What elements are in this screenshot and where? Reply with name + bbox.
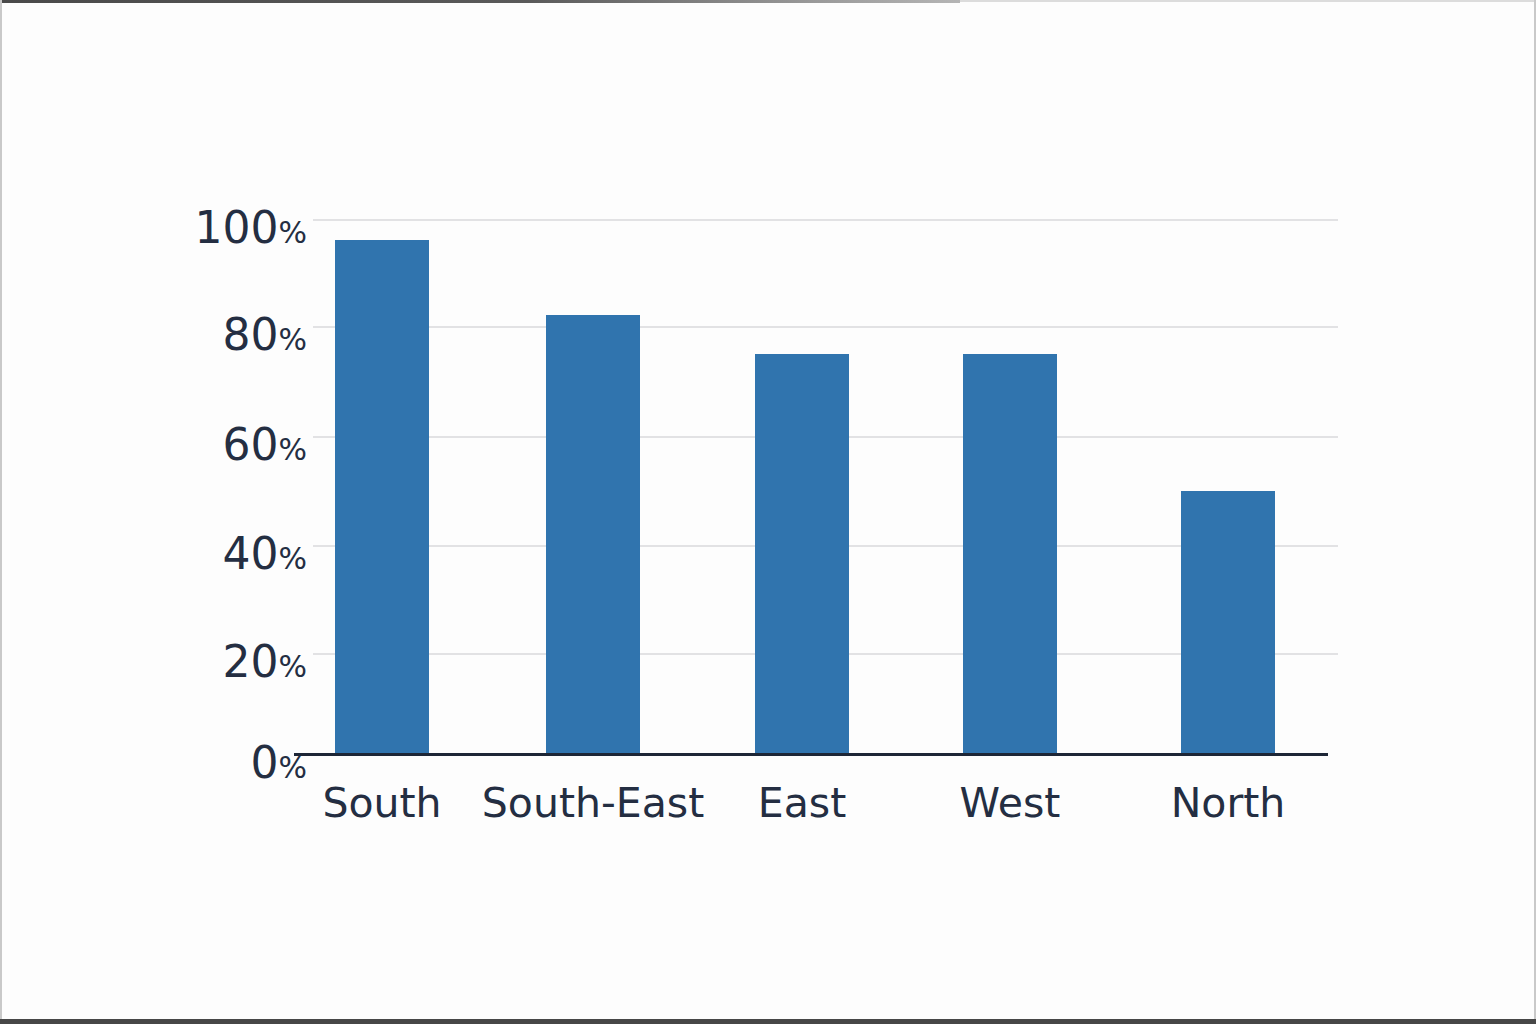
bar-chart: 0%20%40%60%80%100%SouthSouth-EastEastWes… — [0, 0, 1536, 1024]
x-tick-label-south: South — [322, 783, 441, 824]
x-tick-label-north: North — [1171, 783, 1286, 824]
y-tick-label-80pct: 80% — [222, 313, 307, 357]
bar-east — [755, 354, 849, 754]
y-tick-number: 20 — [222, 636, 278, 687]
bar-south-east — [546, 315, 640, 754]
y-tick-label-40pct: 40% — [222, 532, 307, 576]
y-tick-label-100pct: 100% — [195, 206, 308, 250]
y-tick-percent-sign: % — [278, 432, 307, 467]
y-tick-percent-sign: % — [278, 322, 307, 357]
y-tick-number: 100 — [195, 202, 279, 253]
x-tick-label-west: West — [960, 783, 1061, 824]
y-tick-label-0pct: 0% — [250, 741, 307, 785]
y-tick-number: 60 — [222, 419, 278, 470]
y-tick-percent-sign: % — [278, 541, 307, 576]
gridline-100pct — [313, 219, 1338, 221]
bar-north — [1181, 491, 1275, 754]
page-left-border — [0, 0, 2, 1024]
y-tick-label-60pct: 60% — [222, 423, 307, 467]
y-tick-number: 0 — [250, 737, 278, 788]
y-tick-percent-sign: % — [278, 649, 307, 684]
y-tick-number: 40 — [222, 528, 278, 579]
y-tick-percent-sign: % — [278, 215, 307, 250]
x-tick-label-east: East — [758, 783, 846, 824]
x-axis-line — [294, 753, 1328, 756]
page-bottom-dark-strip — [0, 1019, 1536, 1024]
bar-west — [963, 354, 1057, 754]
gridline-80pct — [313, 326, 1338, 328]
y-tick-label-20pct: 20% — [222, 640, 307, 684]
bar-south — [335, 240, 429, 754]
y-tick-number: 80 — [222, 309, 278, 360]
page-top-dark-strip — [0, 0, 960, 3]
x-tick-label-south-east: South-East — [482, 783, 704, 824]
